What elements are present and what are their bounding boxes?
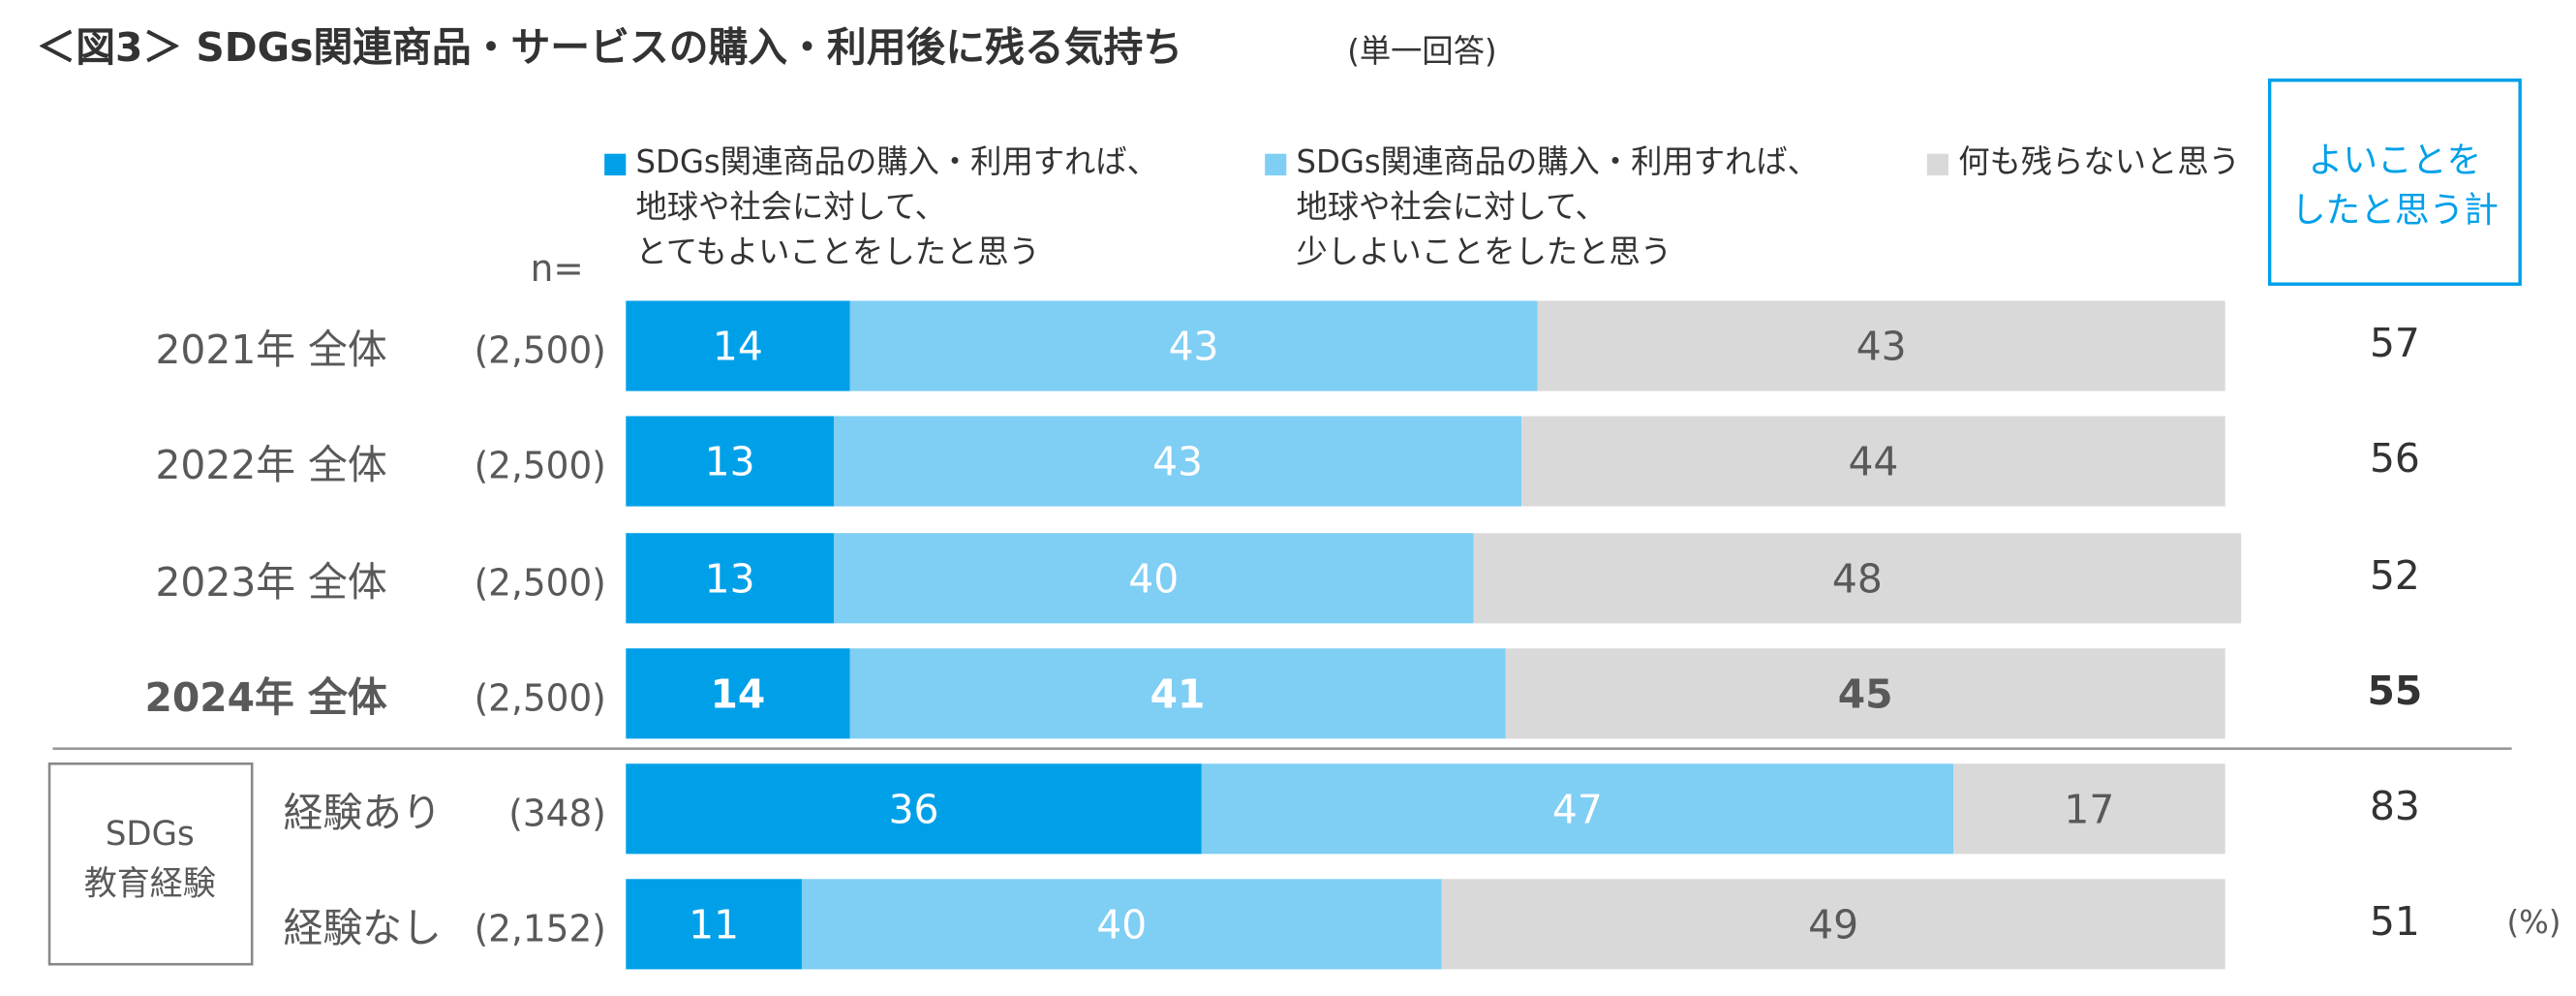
group-label: 教育経験 — [84, 865, 216, 904]
value-label: 13 — [705, 555, 755, 602]
bar-segment — [626, 300, 850, 391]
bar-segment — [1952, 763, 2225, 855]
group-box — [47, 762, 254, 966]
value-label: 14 — [713, 323, 763, 369]
legend-label: SDGs関連商品の購入・利用すれば、 — [635, 143, 1157, 180]
legend-swatch — [1926, 153, 1949, 176]
total-value: 55 — [2368, 668, 2423, 714]
total-value: 56 — [2370, 435, 2420, 482]
legend-label: 地球や社会に対して、 — [635, 188, 945, 225]
value-label: 17 — [2064, 786, 2114, 832]
value-label: 45 — [1838, 670, 1893, 717]
total-value: 52 — [2370, 552, 2420, 599]
value-label: 47 — [1552, 786, 1603, 832]
bar-segment — [626, 648, 850, 739]
bar-segment — [849, 648, 1506, 739]
bar-segment — [1521, 416, 2225, 507]
total-value: 57 — [2370, 320, 2420, 366]
bar-segment — [801, 879, 1442, 970]
value-label: 49 — [1808, 901, 1858, 948]
value-label: 36 — [889, 786, 939, 832]
bar-segment — [1441, 879, 2225, 970]
value-label: 41 — [1150, 670, 1206, 717]
legend-label: SDGs関連商品の購入・利用すれば、 — [1297, 143, 1819, 180]
bar-segment — [626, 763, 1202, 855]
category-label: 2024年 全体 — [144, 674, 387, 721]
legend-swatch — [1265, 153, 1287, 176]
bar-segment — [833, 533, 1474, 624]
bar-segment — [626, 879, 802, 970]
n-label: n= — [531, 247, 584, 290]
unit: (%) — [2507, 904, 2561, 941]
sample-size: (2,500) — [475, 328, 606, 371]
bar-segment — [833, 416, 1522, 507]
category-label: 2021年 全体 — [155, 327, 386, 373]
value-label: 48 — [1832, 555, 1883, 602]
sample-size: (2,500) — [475, 444, 606, 486]
legend-label: 何も残らないと思う — [1958, 143, 2240, 180]
sample-size: (348) — [508, 792, 606, 834]
legend-label: 少しよいことをしたと思う — [1297, 233, 1672, 270]
value-label: 14 — [711, 670, 766, 717]
value-label: 40 — [1128, 555, 1179, 602]
total-box — [2267, 78, 2522, 286]
chart-subtitle: (単一回答) — [1347, 33, 1496, 70]
category-label: 2023年 全体 — [155, 559, 386, 606]
bar-segment — [849, 300, 1538, 391]
bar-segment — [1505, 648, 2225, 739]
total-value: 83 — [2370, 783, 2420, 829]
legend-label: 地球や社会に対して、 — [1297, 188, 1607, 225]
value-label: 43 — [1152, 438, 1203, 484]
total-label: よいことを — [2309, 140, 2481, 180]
category-label: 経験なし — [284, 905, 442, 951]
category-label: 2022年 全体 — [155, 442, 386, 488]
bar-segment — [1201, 763, 1953, 855]
value-label: 44 — [1848, 438, 1898, 484]
legend-label: とてもよいことをしたと思う — [635, 233, 1039, 270]
value-label: 11 — [689, 901, 739, 948]
value-label: 13 — [705, 438, 755, 484]
sample-size: (2,500) — [475, 676, 606, 719]
bar-segment — [1537, 300, 2225, 391]
sample-size: (2,152) — [475, 907, 606, 949]
bar-segment — [1473, 533, 2242, 624]
sample-size: (2,500) — [475, 561, 606, 604]
chart-title: ＜図3＞ SDGs関連商品・サービスの購入・利用後に残る気持ち — [36, 24, 1182, 71]
value-label: 43 — [1856, 323, 1907, 369]
bar-segment — [626, 416, 834, 507]
total-label: したと思う計 — [2291, 191, 2499, 231]
value-label: 43 — [1169, 323, 1219, 369]
value-label: 40 — [1096, 901, 1147, 948]
total-value: 51 — [2370, 898, 2420, 945]
legend-swatch — [604, 153, 627, 176]
category-label: 経験あり — [284, 790, 442, 836]
bar-segment — [626, 533, 834, 624]
group-label: SDGs — [106, 815, 195, 854]
